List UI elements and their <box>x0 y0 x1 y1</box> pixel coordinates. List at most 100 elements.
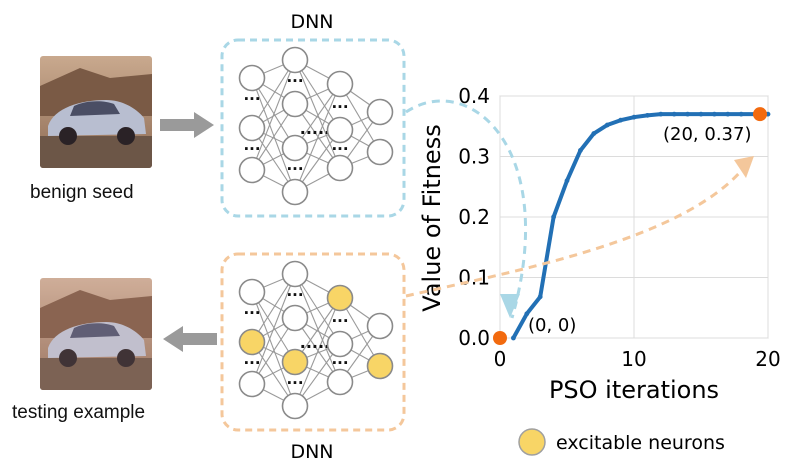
top-dnn-frame <box>220 38 406 218</box>
excitable-neuron-legend-icon <box>518 428 546 456</box>
network-edge <box>251 59 296 171</box>
data-point <box>725 111 731 117</box>
chart-grid <box>499 95 769 339</box>
x-axis-label: PSO iterations <box>549 376 719 404</box>
excitable-neuron <box>238 328 266 356</box>
neuron <box>366 312 394 340</box>
data-point <box>564 178 570 184</box>
neuron <box>238 370 266 398</box>
y-tick-label: 0.0 <box>458 326 490 350</box>
neuron-ellipsis: ··· <box>286 286 303 304</box>
neuron-ellipsis: ··· <box>286 160 303 178</box>
top-dnn-title: DNN <box>290 11 333 33</box>
y-tick-label: 0.3 <box>458 145 490 169</box>
network-edge <box>294 83 341 193</box>
neuron-ellipsis: ··· <box>243 140 260 158</box>
forward-arrow-icon <box>160 112 214 138</box>
data-point <box>551 214 556 220</box>
orange-arrowhead-icon <box>734 156 754 178</box>
blue-arrowhead-icon <box>500 294 520 318</box>
top-dnn-to-start-arrow <box>405 99 528 319</box>
end-point-marker <box>753 107 767 122</box>
data-point <box>618 117 623 123</box>
y-tick-label: 0.2 <box>458 205 490 229</box>
neuron <box>326 116 354 144</box>
neuron-ellipsis: ··· <box>243 354 260 372</box>
backward-arrow-icon <box>163 326 217 352</box>
benign-seed-caption: benign seed <box>30 182 134 203</box>
neuron <box>238 114 266 142</box>
data-point <box>645 112 650 118</box>
neuron-ellipsis: ··· <box>286 374 303 392</box>
neuron <box>326 330 354 358</box>
chart-ticks: 0.00.10.20.30.40 10 20 <box>458 84 781 371</box>
neuron <box>281 304 309 332</box>
start-point-marker <box>493 331 507 345</box>
network-edge <box>294 59 341 131</box>
network-edge <box>294 297 341 407</box>
neuron <box>366 138 394 166</box>
neuron-ellipsis: ··· <box>286 72 303 90</box>
x-tick-label: 10 <box>621 347 646 371</box>
neuron-ellipsis: ··· <box>331 354 348 372</box>
data-point <box>578 148 583 153</box>
data-point <box>712 111 717 117</box>
neuron <box>238 278 266 306</box>
benign-seed-image <box>40 56 152 168</box>
data-point <box>511 335 516 341</box>
neuron <box>281 178 309 206</box>
start-point-label: (0, 0) <box>528 315 576 336</box>
neuron <box>281 46 309 74</box>
bottom-dnn-to-end-arrow <box>405 169 744 298</box>
network-edge <box>294 59 341 169</box>
data-point <box>604 122 610 128</box>
legend-label: excitable neurons <box>556 432 725 454</box>
top-dnn-network: ......·················· <box>238 46 394 206</box>
network-edge <box>251 291 296 363</box>
neuron-ellipsis: ··· <box>331 312 348 330</box>
network-edge <box>294 273 341 345</box>
data-point <box>738 111 744 117</box>
x-tick-label: 20 <box>755 347 780 371</box>
testing-example-caption: testing example <box>12 402 146 423</box>
data-point <box>698 111 704 117</box>
network-edge <box>251 291 296 407</box>
excitable-neuron <box>281 348 309 376</box>
network-edge <box>251 273 296 385</box>
data-point <box>631 114 637 120</box>
end-point-label: (20, 0.37) <box>663 124 751 145</box>
data-point <box>524 311 530 317</box>
neuron-ellipsis: ··· <box>243 90 260 108</box>
network-edge <box>251 77 296 193</box>
neuron-ellipsis: ··· <box>243 304 260 322</box>
neuron <box>326 154 354 182</box>
neuron <box>281 260 309 288</box>
bottom-dnn-network: ......·················· <box>238 260 394 420</box>
network-edge <box>251 273 296 343</box>
network-edge <box>251 59 296 129</box>
data-point <box>685 111 690 117</box>
bottom-dnn-frame <box>220 252 406 432</box>
x-tick-label: 0 <box>494 347 507 371</box>
neuron <box>326 70 354 98</box>
data-point <box>591 131 597 136</box>
data-point <box>658 111 664 117</box>
y-axis-label: Value of Fitness <box>418 124 446 311</box>
neuron-ellipsis: ··· <box>331 140 348 158</box>
testing-example-image <box>40 278 152 390</box>
excitable-neuron <box>326 284 354 312</box>
y-tick-label: 0.1 <box>458 266 490 290</box>
excitable-neuron <box>366 352 394 380</box>
data-point <box>537 294 543 300</box>
neuron-ellipsis: ··· <box>331 98 348 116</box>
network-edge <box>294 273 341 383</box>
fitness-chart: 0.00.10.20.30.40 10 20 (0, 0) (20, 0.37) P… <box>418 84 781 404</box>
network-edge <box>251 77 296 149</box>
neuron <box>326 368 354 396</box>
neuron <box>281 134 309 162</box>
neuron <box>281 90 309 118</box>
neuron <box>238 64 266 92</box>
fitness-curve-points <box>511 111 771 341</box>
neuron <box>281 392 309 420</box>
